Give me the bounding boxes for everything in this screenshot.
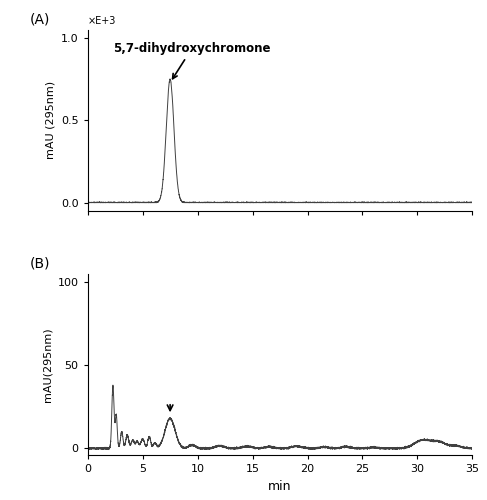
- Text: ×E+3: ×E+3: [88, 16, 116, 26]
- Y-axis label: mAU(295nm): mAU(295nm): [42, 328, 52, 402]
- Y-axis label: mAU (295nm): mAU (295nm): [45, 82, 56, 160]
- Text: 5,7-dihydroxychromone: 5,7-dihydroxychromone: [113, 42, 271, 78]
- Text: (B): (B): [30, 256, 51, 270]
- Text: (A): (A): [30, 12, 50, 26]
- X-axis label: min: min: [268, 480, 292, 492]
